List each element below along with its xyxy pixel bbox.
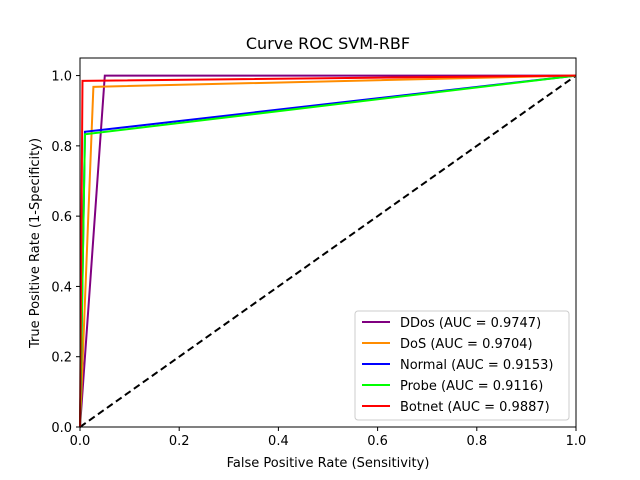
x-axis-label: False Positive Rate (Sensitivity) — [227, 456, 430, 471]
y-tick-label: 0.2 — [51, 351, 72, 366]
series-line-1 — [79, 74, 577, 428]
series-line-4 — [79, 74, 577, 428]
plot-frame — [79, 57, 577, 428]
y-axis-ticks: 0.0 0.2 0.4 0.6 0.8 1.0 — [51, 70, 80, 436]
legend: DDos (AUC = 0.9747) DoS (AUC = 0.9704) Nor… — [354, 310, 570, 421]
chart-title: Curve ROC SVM-RBF — [246, 34, 410, 53]
plot-lines — [79, 74, 577, 428]
x-axis-ticks: 0.0 0.2 0.4 0.6 0.8 1.0 — [70, 427, 587, 449]
legend-label: Botnet (AUC = 0.9887) — [400, 400, 550, 415]
y-tick-label: 0.6 — [51, 210, 72, 225]
x-tick-label: 0.8 — [466, 434, 487, 449]
y-tick-label: 0.0 — [51, 421, 72, 436]
x-tick-label: 1.0 — [566, 434, 587, 449]
legend-label: Normal (AUC = 0.9153) — [400, 358, 553, 373]
y-tick-label: 1.0 — [51, 70, 72, 85]
x-tick-label: 0.4 — [268, 434, 289, 449]
legend-label: DoS (AUC = 0.9704) — [400, 337, 533, 352]
x-tick-label: 0.6 — [367, 434, 388, 449]
x-tick-label: 0.0 — [70, 434, 91, 449]
x-tick-label: 0.2 — [169, 434, 190, 449]
legend-label: Probe (AUC = 0.9116) — [400, 379, 543, 394]
y-tick-label: 0.4 — [51, 280, 72, 295]
legend-label: DDos (AUC = 0.9747) — [400, 316, 541, 331]
y-tick-label: 0.8 — [51, 140, 72, 155]
legend-box — [354, 310, 570, 421]
series-line-0 — [79, 74, 576, 428]
y-axis-label: True Positive Rate (1-Specificity) — [28, 138, 43, 349]
reference-diagonal-line — [79, 74, 577, 428]
